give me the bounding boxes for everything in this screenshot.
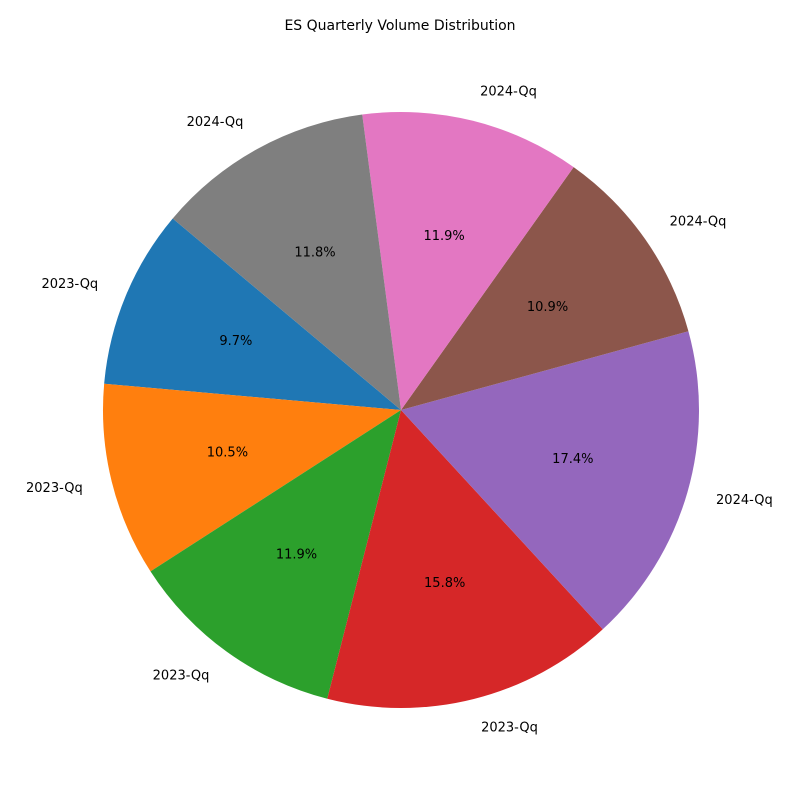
slice-category-label: 2024-Qq bbox=[670, 215, 727, 230]
percent-labels: 9.7% 10.5% 11.9% 15.8% 17.4% 10.9% 11.9% 11.8% bbox=[207, 229, 594, 591]
pie-slice bbox=[401, 331, 700, 630]
category-labels: 2023-Qq 2023-Qq 2023-Qq 2023-Qq 2024-Qq 2024-… bbox=[26, 84, 773, 735]
chart-title: ES Quarterly Volume Distribution bbox=[284, 18, 515, 34]
pie-slices bbox=[102, 111, 700, 709]
slice-percent-label: 10.5% bbox=[207, 445, 248, 460]
slice-percent-label: 11.8% bbox=[294, 246, 335, 261]
pie-slice bbox=[104, 218, 402, 410]
pie-slice bbox=[401, 167, 689, 410]
slice-percent-label: 9.7% bbox=[219, 334, 252, 349]
pie-slice bbox=[362, 111, 574, 410]
pie-slice bbox=[327, 410, 603, 709]
pie-slice bbox=[150, 410, 401, 699]
slice-category-label: 2023-Qq bbox=[481, 720, 538, 735]
slice-percent-label: 10.9% bbox=[527, 300, 568, 315]
slice-category-label: 2024-Qq bbox=[187, 115, 244, 130]
slice-percent-label: 17.4% bbox=[552, 452, 593, 467]
pie-slice bbox=[102, 383, 402, 572]
pie-slice bbox=[172, 114, 401, 410]
slice-category-label: 2023-Qq bbox=[41, 277, 98, 292]
slice-category-label: 2024-Qq bbox=[716, 493, 773, 508]
slice-category-label: 2023-Qq bbox=[153, 668, 210, 683]
slice-percent-label: 15.8% bbox=[424, 576, 465, 591]
slice-category-label: 2024-Qq bbox=[480, 84, 537, 99]
slice-category-label: 2023-Qq bbox=[26, 481, 83, 496]
slice-percent-label: 11.9% bbox=[423, 229, 464, 244]
slice-percent-label: 11.9% bbox=[276, 548, 317, 563]
